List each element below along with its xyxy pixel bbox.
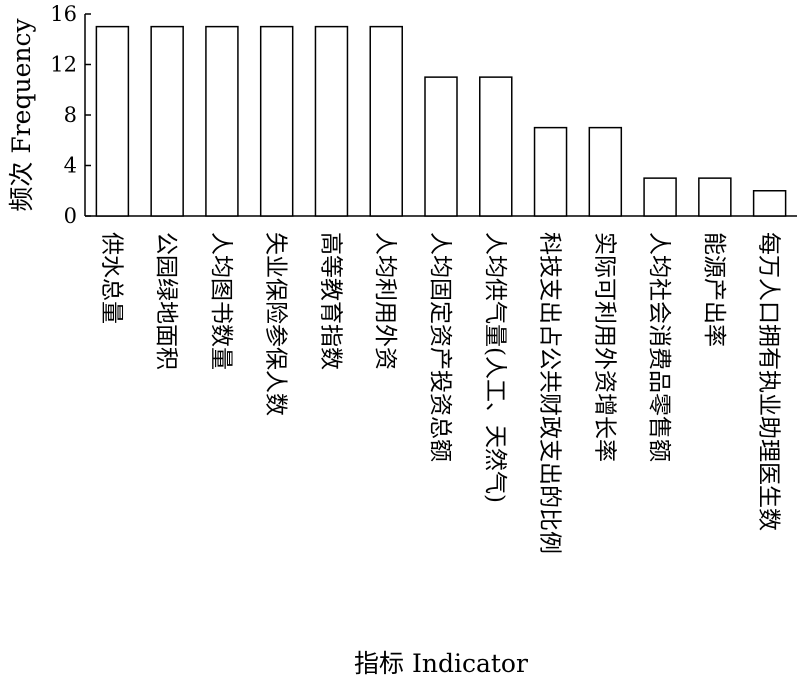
category-labels: 供水总量 公园绿地面积 人均图书数量 失业保险参保人数 高等教育指数 人均利用外资 人均固定… xyxy=(98,232,781,554)
category-label: 科技支出占公共财政支出的比例 xyxy=(537,232,563,554)
category-label: 失业保险参保人数 xyxy=(263,232,289,416)
bar xyxy=(314,25,349,217)
y-tick-label: 4 xyxy=(64,154,77,178)
bar xyxy=(95,25,130,217)
category-label: 人均社会消费品零售额 xyxy=(646,232,672,462)
bar xyxy=(479,76,513,217)
bar xyxy=(369,25,403,217)
y-ticks: 0 4 8 12 16 xyxy=(50,2,91,228)
category-label: 供水总量 xyxy=(98,232,124,324)
y-tick-label: 8 xyxy=(64,103,77,127)
y-tick-label: 16 xyxy=(50,2,77,26)
bar xyxy=(424,76,458,217)
category-label: 人均图书数量 xyxy=(208,232,234,370)
bar xyxy=(752,190,787,217)
bar xyxy=(259,25,294,217)
bar xyxy=(150,25,184,217)
bar xyxy=(588,126,623,217)
bar xyxy=(533,126,568,217)
category-label: 公园绿地面积 xyxy=(153,232,179,370)
category-label: 能源产出率 xyxy=(701,232,727,347)
y-tick-label: 12 xyxy=(50,53,77,77)
category-label: 人均供气量(人工、天然气) xyxy=(482,232,508,503)
bars xyxy=(95,25,787,217)
category-label: 高等教育指数 xyxy=(317,232,343,370)
y-axis-title: 频次 Frequency xyxy=(7,18,36,212)
bar xyxy=(205,25,239,217)
category-label: 人均利用外资 xyxy=(372,232,398,370)
bar xyxy=(698,177,732,217)
category-label: 实际可利用外资增长率 xyxy=(591,232,617,462)
y-tick-label: 0 xyxy=(64,204,77,228)
x-axis-title: 指标 Indicator xyxy=(354,649,528,678)
plot-area: 0 4 8 12 16 供水总量 公园绿地面积 人均图书数量 失业保险参保人数 高等教育指数 人均… xyxy=(50,2,797,554)
bar xyxy=(643,177,677,217)
category-label: 每万人口拥有执业助理医生数 xyxy=(756,232,782,531)
category-label: 人均固定资产投资总额 xyxy=(427,232,453,462)
